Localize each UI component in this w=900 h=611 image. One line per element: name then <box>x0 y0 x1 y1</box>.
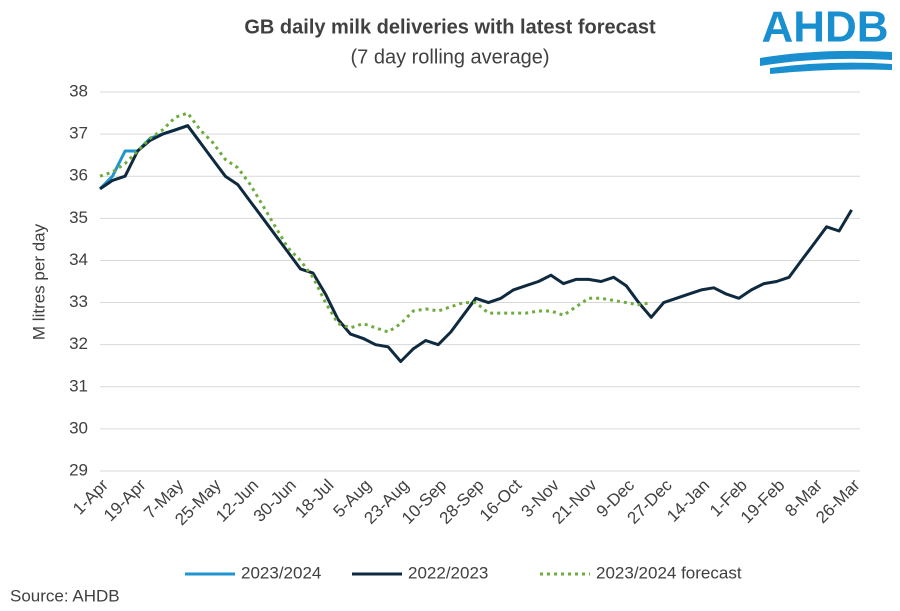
y-tick-label: 30 <box>69 418 88 437</box>
y-tick-label: 34 <box>69 250 88 269</box>
logo-wave <box>770 62 892 74</box>
logo-wave <box>760 50 892 66</box>
y-tick-label: 32 <box>69 334 88 353</box>
y-axis-label: M litres per day <box>29 223 48 340</box>
legend-label: 2023/2024 forecast <box>596 563 742 582</box>
line-series <box>99 124 853 363</box>
x-tick-label: 18-Jul <box>291 476 337 522</box>
source: Source: AHDB <box>10 586 120 605</box>
y-tick-label: 29 <box>69 460 88 479</box>
y-tick-label: 35 <box>69 208 88 227</box>
chart-subtitle: (7 day rolling average) <box>351 46 550 68</box>
line-series <box>99 111 652 334</box>
y-tick-label: 38 <box>69 81 88 100</box>
logo-text: AHDB <box>761 3 888 52</box>
x-tick-label: 19-Apr <box>100 475 150 525</box>
chart-title: GB daily milk deliveries with latest for… <box>244 16 656 38</box>
legend-label: 2022/2023 <box>408 563 488 582</box>
logo: AHDB <box>760 3 892 74</box>
y-tick-label: 36 <box>69 166 88 185</box>
y-tick-label: 33 <box>69 292 88 311</box>
legend-label: 2023/2024 <box>241 563 321 582</box>
x-tick-label: 16-Oct <box>476 475 526 525</box>
y-tick-label: 31 <box>69 376 88 395</box>
x-tick-label: 14-Jan <box>663 476 713 526</box>
x-tick-label: 30-Jun <box>250 476 300 526</box>
y-tick-label: 37 <box>69 124 88 143</box>
